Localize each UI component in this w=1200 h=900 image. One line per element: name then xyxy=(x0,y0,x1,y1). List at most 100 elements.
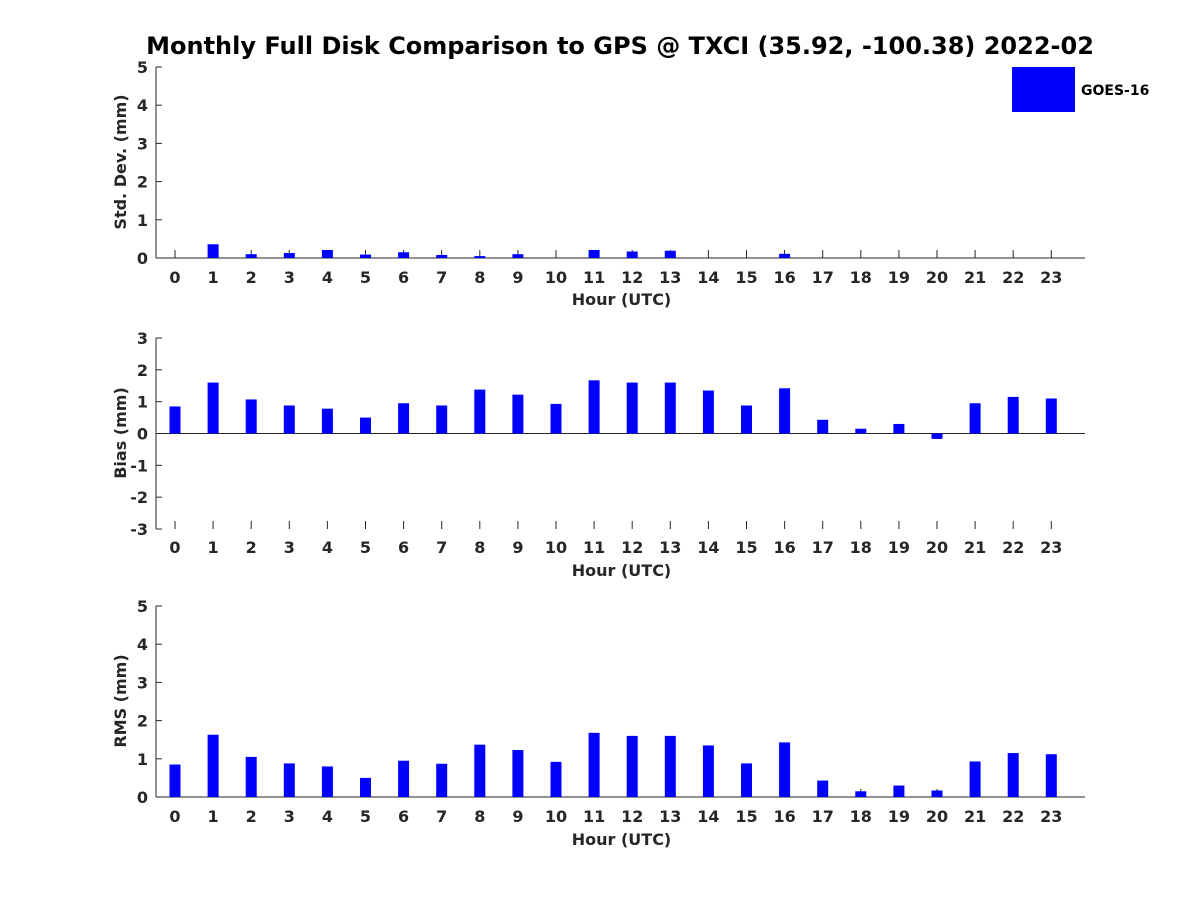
bar-hour-14 xyxy=(702,745,714,797)
x-tick-label: 2 xyxy=(246,268,257,287)
bar-hour-16 xyxy=(779,742,791,797)
bar-hour-17 xyxy=(817,419,829,434)
x-tick-label: 13 xyxy=(659,268,681,287)
y-tick-label: 0 xyxy=(137,425,148,444)
x-tick-label: 2 xyxy=(246,807,257,826)
y-tick-label: 2 xyxy=(137,173,148,192)
x-tick-label: 4 xyxy=(322,538,333,557)
bar-hour-20 xyxy=(931,433,943,439)
x-tick-label: 8 xyxy=(474,538,485,557)
x-tick-label: 18 xyxy=(850,538,872,557)
bar-hour-1 xyxy=(207,382,219,434)
x-tick-label: 15 xyxy=(735,268,757,287)
y-tick-label: 5 xyxy=(137,597,148,616)
bar-hour-8 xyxy=(474,389,486,434)
x-tick-label: 19 xyxy=(888,807,910,826)
x-tick-label: 18 xyxy=(850,807,872,826)
x-tick-label: 14 xyxy=(697,538,719,557)
y-tick-label: 1 xyxy=(137,393,148,412)
x-tick-label: 9 xyxy=(512,538,523,557)
x-tick-label: 22 xyxy=(1002,268,1024,287)
x-tick-label: 21 xyxy=(964,538,986,557)
y-tick-label: -2 xyxy=(130,488,148,507)
x-tick-label: 8 xyxy=(474,268,485,287)
x-tick-label: 11 xyxy=(583,538,605,557)
x-tick-label: 12 xyxy=(621,538,643,557)
bar-hour-12 xyxy=(626,251,638,258)
bar-hour-21 xyxy=(969,403,981,434)
x-tick-label: 14 xyxy=(697,807,719,826)
y-axis-label: RMS (mm) xyxy=(111,654,130,747)
x-tick-label: 17 xyxy=(812,538,834,557)
y-tick-label: 5 xyxy=(137,58,148,77)
y-axis-label: Bias (mm) xyxy=(111,387,130,479)
bar-hour-5 xyxy=(360,254,371,258)
bar-hour-21 xyxy=(969,761,981,797)
bar-hour-8 xyxy=(474,744,486,797)
bar-hour-13 xyxy=(664,250,676,258)
bar-hour-18 xyxy=(855,428,867,434)
y-tick-label: 0 xyxy=(137,249,148,268)
x-tick-label: 17 xyxy=(812,268,834,287)
bar-hour-6 xyxy=(398,403,410,434)
bar-hour-15 xyxy=(741,405,752,434)
x-tick-label: 3 xyxy=(284,538,295,557)
x-axis-label: Hour (UTC) xyxy=(572,561,672,580)
x-tick-label: 1 xyxy=(208,268,219,287)
x-axis-label: Hour (UTC) xyxy=(572,290,672,309)
bar-hour-10 xyxy=(550,761,562,797)
bar-hour-7 xyxy=(436,254,448,258)
bar-hour-15 xyxy=(741,763,752,797)
bar-hour-13 xyxy=(664,382,676,434)
y-tick-label: -3 xyxy=(130,520,148,539)
legend-label: GOES-16 xyxy=(1081,83,1149,99)
bar-hour-1 xyxy=(207,244,219,258)
bar-hour-16 xyxy=(779,388,791,434)
x-tick-label: 22 xyxy=(1002,807,1024,826)
x-tick-label: 1 xyxy=(208,807,219,826)
x-tick-label: 4 xyxy=(322,268,333,287)
bar-hour-3 xyxy=(283,405,295,434)
x-tick-label: 13 xyxy=(659,807,681,826)
x-tick-label: 2 xyxy=(246,538,257,557)
x-tick-label: 5 xyxy=(360,538,371,557)
x-tick-label: 16 xyxy=(773,807,795,826)
x-tick-label: 23 xyxy=(1040,538,1062,557)
x-tick-label: 11 xyxy=(583,268,605,287)
x-tick-label: 22 xyxy=(1002,538,1024,557)
bar-hour-9 xyxy=(512,394,524,434)
x-tick-label: 13 xyxy=(659,538,681,557)
bar-hour-8 xyxy=(474,256,486,258)
y-tick-label: 4 xyxy=(137,635,148,654)
y-tick-label: 2 xyxy=(137,712,148,731)
bar-hour-4 xyxy=(321,408,333,434)
x-tick-label: 6 xyxy=(398,807,409,826)
bar-hour-12 xyxy=(626,735,638,797)
x-tick-label: 15 xyxy=(735,807,757,826)
x-tick-label: 23 xyxy=(1040,807,1062,826)
bar-hour-4 xyxy=(321,766,333,797)
x-tick-label: 0 xyxy=(169,807,180,826)
y-tick-label: 3 xyxy=(137,329,148,348)
bar-hour-7 xyxy=(436,405,448,434)
bar-hour-13 xyxy=(664,735,676,797)
bar-hour-2 xyxy=(245,399,257,434)
x-tick-label: 11 xyxy=(583,807,605,826)
x-tick-label: 21 xyxy=(964,268,986,287)
y-tick-label: 2 xyxy=(137,361,148,380)
bar-hour-22 xyxy=(1007,396,1019,434)
x-tick-label: 7 xyxy=(436,538,447,557)
x-tick-label: 5 xyxy=(360,268,371,287)
y-axis-label: Std. Dev. (mm) xyxy=(111,94,130,229)
x-axis-label: Hour (UTC) xyxy=(572,830,672,849)
x-tick-label: 20 xyxy=(926,268,948,287)
x-tick-label: 15 xyxy=(735,538,757,557)
bar-hour-20 xyxy=(931,790,943,797)
bar-hour-2 xyxy=(245,756,257,797)
x-tick-label: 8 xyxy=(474,807,485,826)
bar-hour-9 xyxy=(512,254,524,258)
